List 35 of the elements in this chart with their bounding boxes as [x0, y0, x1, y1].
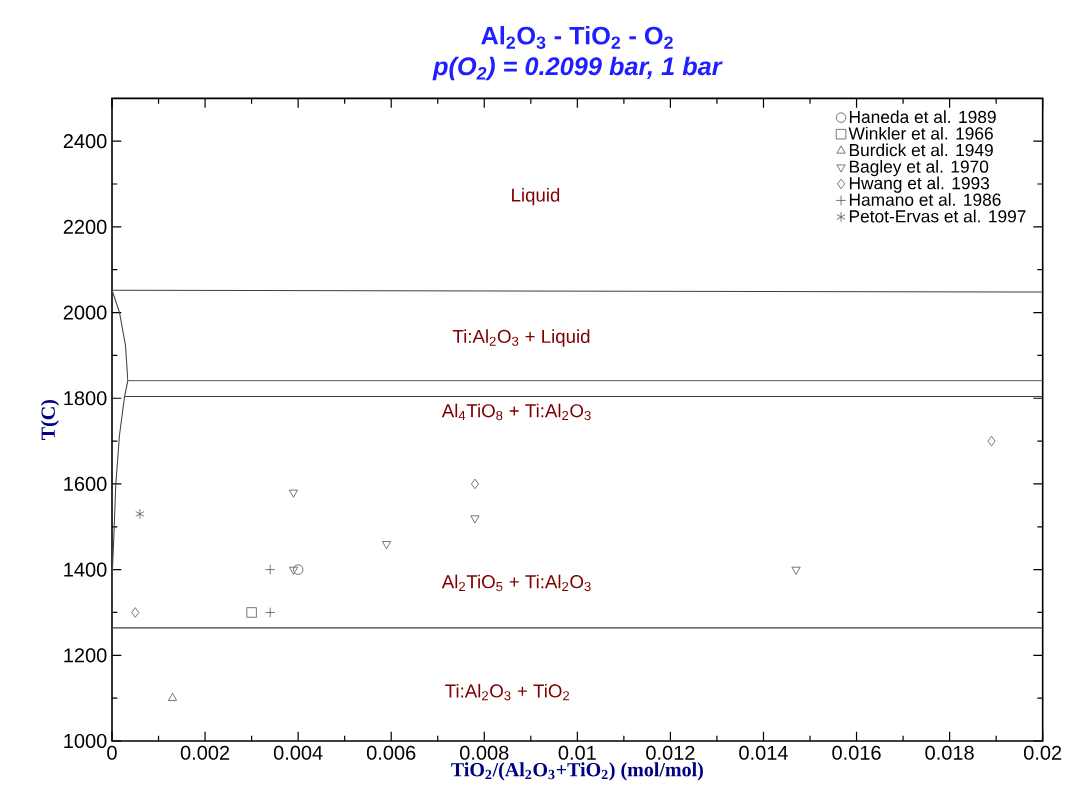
annotation: Ti:Al$_{2}$O$_{3}$ + TiO$_{2}$ [445, 683, 570, 701]
y-tick-label: 1200 [64, 648, 107, 663]
annotation: Al$_{4}$TiO$_{8}$ + Ti:Al$_{2}$O$_{3}$ [441, 403, 591, 421]
legend-label: Winkler et al. 1966 [848, 126, 993, 140]
x-tick-label: 0.002 [180, 745, 230, 760]
legend-label: Hwang et al. 1993 [849, 176, 990, 193]
legend-label: Petot-Ervas et al. 1997 [849, 209, 1026, 223]
legend-label: Burdick et al. 1949 [849, 143, 993, 157]
annotation: Liquid [512, 187, 560, 206]
x-tick-label: 0.008 [460, 745, 509, 760]
legend-label: Bagley et al. 1970 [849, 160, 989, 177]
text: TiO$_{2}$/(Al$_{2}$O$_{3}$+TiO$_{2}$) (mol/mol) [451, 762, 703, 781]
legend-label: Hamano et al. 1986 [849, 193, 1001, 206]
x-tick-label: 0.02 [1023, 745, 1062, 760]
annotation: Al$_{2}$TiO$_{5}$ + Ti:Al$_{2}$O$_{3}$ [441, 574, 591, 592]
y-tick-label: 2400 [63, 134, 107, 149]
annotation: Ti:Al$_{2}$O$_{3}$ + Liquid [452, 329, 590, 347]
y-tick-label: 1000 [64, 733, 107, 749]
x-tick-label: 0.016 [832, 745, 881, 760]
x-tick-label: 0.006 [366, 745, 416, 760]
x-tick-label: 0 [107, 745, 117, 760]
legend-label: Haneda et al. 1989 [849, 110, 996, 124]
y-tick-label: 1600 [64, 476, 107, 491]
y-axis-title: T(C) [40, 400, 59, 440]
y-tick-label: 2200 [63, 219, 107, 234]
y-tick-label: 1400 [64, 562, 107, 577]
x-tick-label: 0.018 [925, 745, 974, 760]
x-tick-label: 0.012 [646, 745, 695, 760]
chart-subtitle: p(O$_{2}$) = 0.2099 bar, 1 bar [432, 56, 723, 81]
x-tick-label: 0.014 [739, 745, 788, 760]
y-tick-label: 1800 [64, 391, 107, 406]
chart-title: Al$_{2}$O$_{3}$ - TiO$_{2}$ - O$_{2}$ [481, 26, 673, 50]
x-tick-label: 0.01 [558, 745, 596, 760]
x-tick-label: 0.004 [273, 745, 323, 760]
y-tick-label: 2000 [63, 305, 107, 320]
